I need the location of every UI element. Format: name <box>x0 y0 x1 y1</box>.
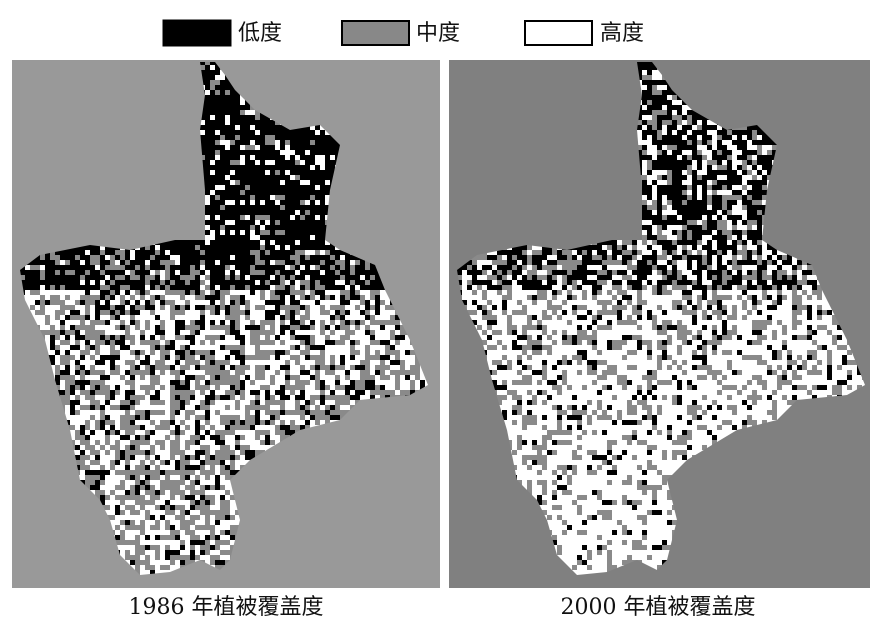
legend-label: 低度 <box>238 21 282 46</box>
legend-swatch-mid <box>342 21 409 45</box>
legend: 低度 中度 高度 <box>163 20 644 46</box>
legend-swatch-low <box>163 20 231 46</box>
legend-label: 高度 <box>600 21 644 46</box>
legend-swatch-high <box>525 21 592 45</box>
map-caption: 2000 年植被覆盖度 <box>561 595 756 620</box>
map-caption: 1986 年植被覆盖度 <box>129 595 324 620</box>
figure: 低度 中度 高度 1986 年植被覆盖度 2000 年植被覆盖度 <box>0 0 870 626</box>
legend-label: 中度 <box>416 21 460 46</box>
